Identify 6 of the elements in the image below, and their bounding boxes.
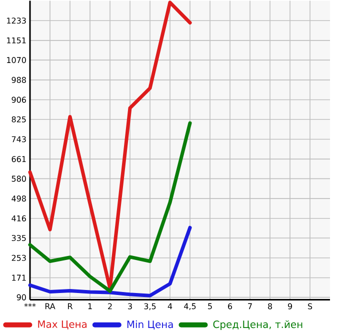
- line-series: [28, 226, 192, 298]
- legend-label: Max Цена: [38, 320, 87, 330]
- line-series: [28, 121, 192, 293]
- legend-label: Сред.Цена, т.йен: [213, 320, 302, 330]
- line-series: [28, 0, 192, 290]
- legend-label: Min Цена: [127, 320, 173, 330]
